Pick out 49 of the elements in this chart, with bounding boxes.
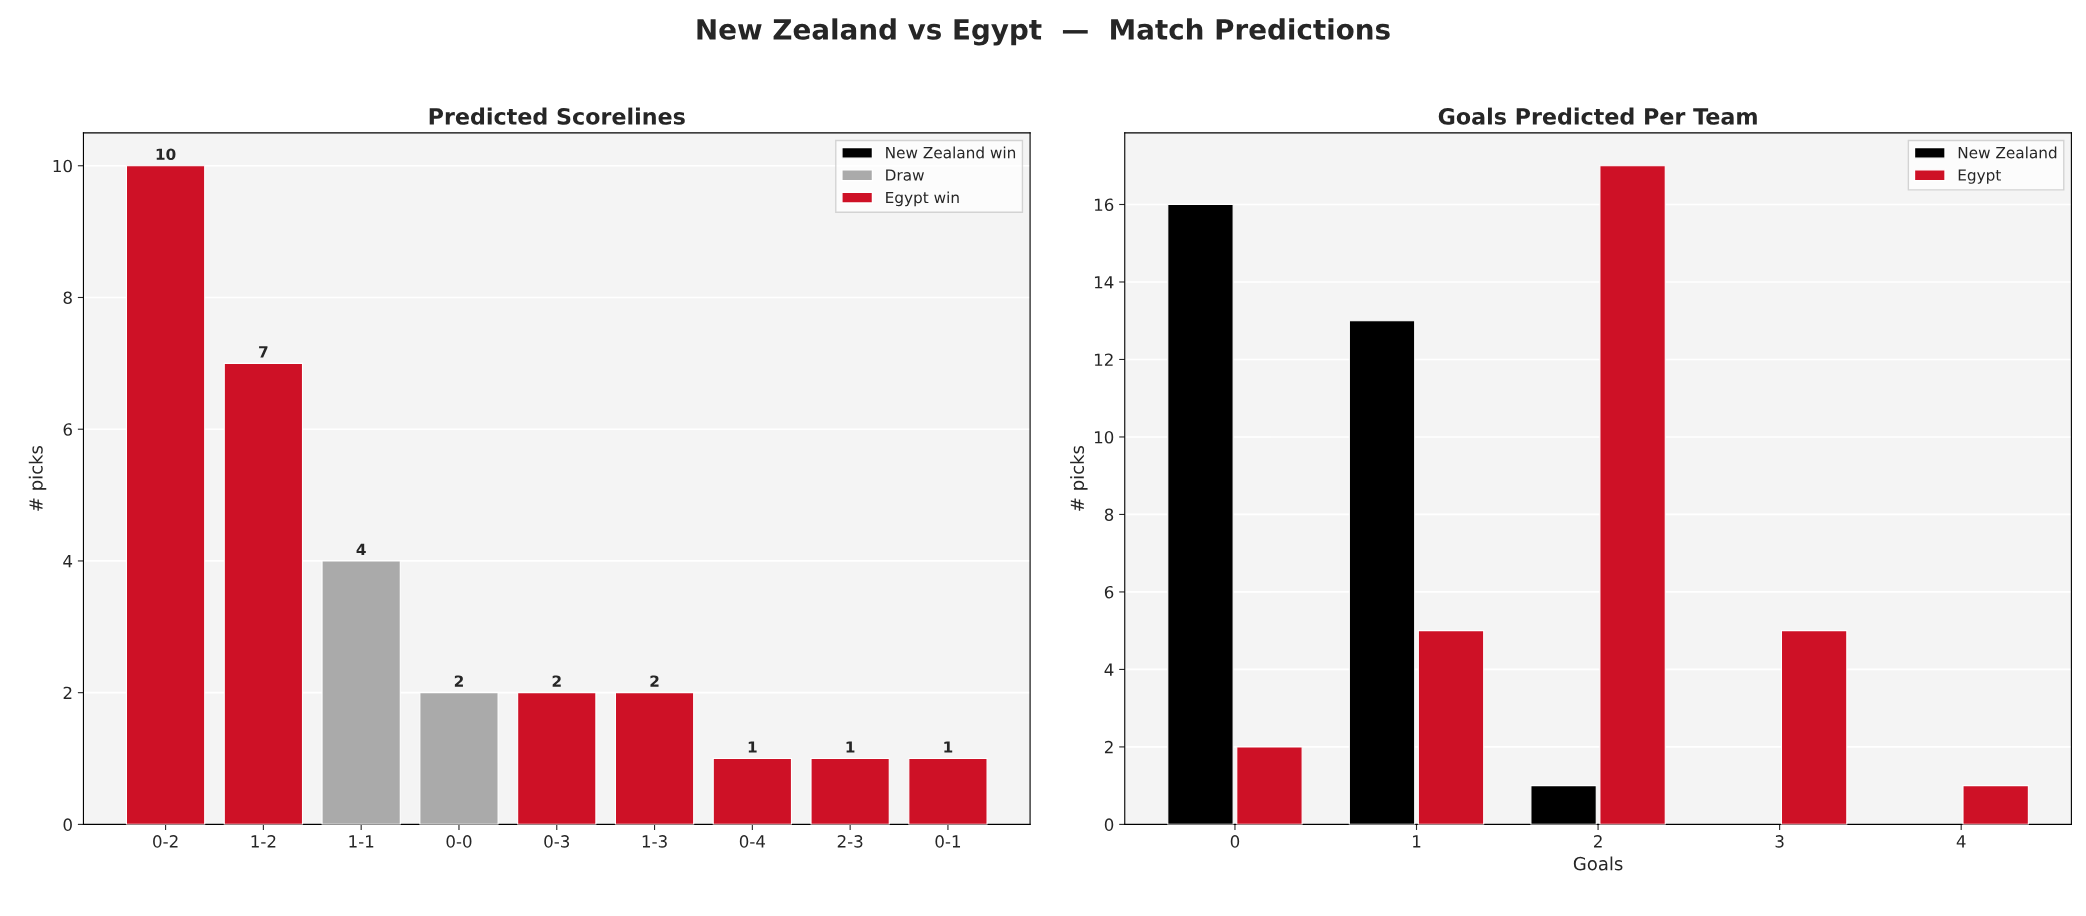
x-tick-label: 1-3: [642, 835, 667, 848]
data-label: 10: [156, 148, 176, 161]
y-tick-label: 2: [1104, 740, 1113, 754]
y-tick-label: 6: [63, 423, 72, 436]
y-tick-label: 16: [1094, 198, 1114, 212]
legend-label: New Zealand win: [886, 146, 1016, 159]
x-tick-label: 1: [1413, 835, 1421, 848]
y-tick-label: 10: [53, 159, 72, 173]
x-tick-label: 1-2: [251, 835, 276, 848]
y-tick-label: 14: [1094, 276, 1114, 289]
chart-title: Predicted Scorelines: [429, 107, 685, 125]
x-tick-label: 0-2: [153, 835, 178, 848]
y-tick-label: 2: [63, 686, 72, 699]
data-label: 4: [356, 543, 366, 555]
y-tick-label: 4: [63, 555, 73, 568]
data-label: 2: [552, 675, 561, 687]
x-axis-title: Goals: [1573, 856, 1623, 871]
x-tick-label: 0-0: [446, 835, 472, 848]
data-label: 1: [944, 741, 953, 753]
data-label: 1: [846, 741, 855, 753]
data-label: 7: [259, 346, 268, 358]
x-tick-label: 0-3: [544, 835, 570, 848]
legend-label: Draw: [886, 169, 924, 181]
y-tick-label: 8: [1104, 508, 1114, 522]
chart-title: Goals Predicted Per Team: [1438, 107, 1757, 125]
x-tick-label: 0-1: [935, 835, 961, 848]
y-tick-label: 0: [63, 818, 72, 831]
y-tick-label: 8: [63, 291, 72, 305]
data-label: 2: [454, 675, 463, 687]
x-tick-label: 0-4: [739, 835, 766, 848]
y-tick-label: 0: [1104, 818, 1114, 831]
y-axis-title: # picks: [28, 445, 47, 511]
y-tick-label: 10: [1094, 430, 1114, 444]
data-label: 1: [748, 741, 757, 753]
legend-label: Egypt: [1958, 169, 2001, 184]
x-tick-label: 2-3: [837, 835, 863, 848]
x-tick-label: 3: [1775, 835, 1784, 848]
x-tick-label: 2: [1593, 835, 1602, 848]
legend-label: New Zealand: [1958, 146, 2057, 159]
y-axis-title: # picks: [1070, 445, 1088, 511]
text: New Zealand vs Egypt — Match Predictions: [697, 18, 1390, 46]
y-tick-label: 12: [1094, 353, 1113, 366]
x-tick-label: 0: [1230, 835, 1240, 848]
data-label: 2: [650, 675, 659, 687]
y-tick-label: 6: [1104, 585, 1114, 599]
legend-label: Egypt win: [886, 191, 959, 207]
x-tick-label: 1-1: [349, 835, 374, 848]
x-tick-label: 4: [1956, 835, 1966, 848]
y-tick-label: 4: [1104, 663, 1114, 676]
